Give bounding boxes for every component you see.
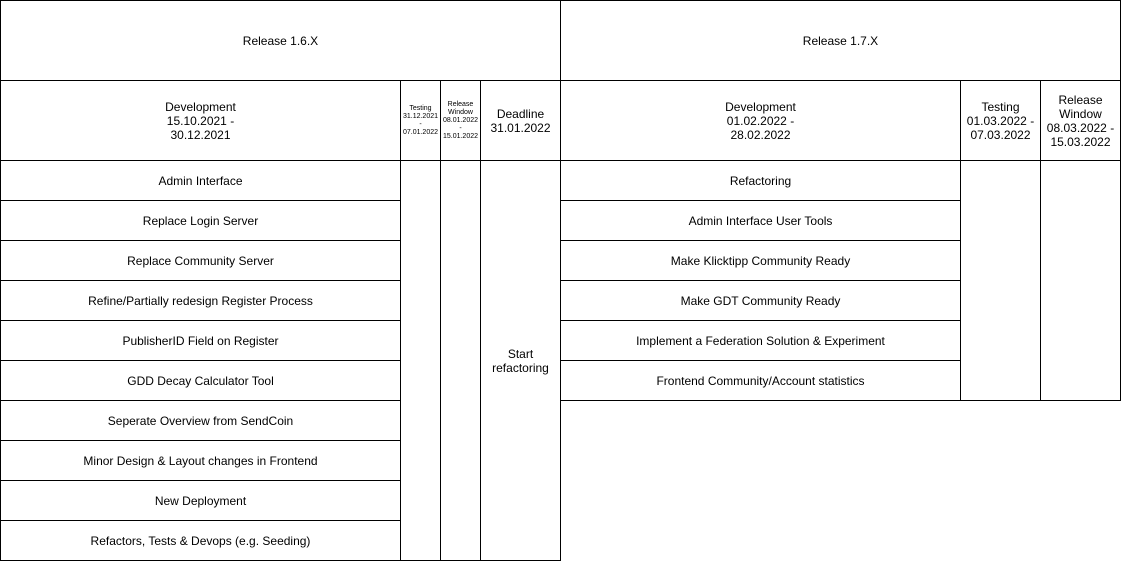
release-17-header: Release 1.7.X (560, 0, 1121, 81)
task-item: Admin Interface User Tools (560, 200, 961, 241)
r17-testing-column (960, 160, 1041, 401)
task-item: Minor Design & Layout changes in Fronten… (0, 440, 401, 481)
r16-testing-header: Testing 31.12.2021 - 07.01.2022 (400, 80, 441, 161)
r17-release-window-column (1040, 160, 1121, 401)
r16-deadline-note: Start refactoring (480, 160, 561, 561)
r16-release-window-header: Release Window 08.01.2022 - 15.01.2022 (440, 80, 481, 161)
task-item: Implement a Federation Solution & Experi… (560, 320, 961, 361)
release-16-header: Release 1.6.X (0, 0, 561, 81)
task-item: Refactors, Tests & Devops (e.g. Seeding) (0, 520, 401, 561)
r16-release-window-column (440, 160, 481, 561)
task-item: Frontend Community/Account statistics (560, 360, 961, 401)
task-item: New Deployment (0, 480, 401, 521)
r16-development-header: Development 15.10.2021 - 30.12.2021 (0, 80, 401, 161)
task-item: Admin Interface (0, 160, 401, 201)
r16-testing-column (400, 160, 441, 561)
task-item: Refine/Partially redesign Register Proce… (0, 280, 401, 321)
r17-release-window-header: Release Window 08.03.2022 - 15.03.2022 (1040, 80, 1121, 161)
task-item: Make Klicktipp Community Ready (560, 240, 961, 281)
task-item: Refactoring (560, 160, 961, 201)
task-item: PublisherID Field on Register (0, 320, 401, 361)
task-item: GDD Decay Calculator Tool (0, 360, 401, 401)
r17-testing-header: Testing 01.03.2022 - 07.03.2022 (960, 80, 1041, 161)
r17-development-header: Development 01.02.2022 - 28.02.2022 (560, 80, 961, 161)
task-item: Seperate Overview from SendCoin (0, 400, 401, 441)
r16-deadline-header: Deadline 31.01.2022 (480, 80, 561, 161)
task-item: Make GDT Community Ready (560, 280, 961, 321)
task-item: Replace Community Server (0, 240, 401, 281)
task-item: Replace Login Server (0, 200, 401, 241)
